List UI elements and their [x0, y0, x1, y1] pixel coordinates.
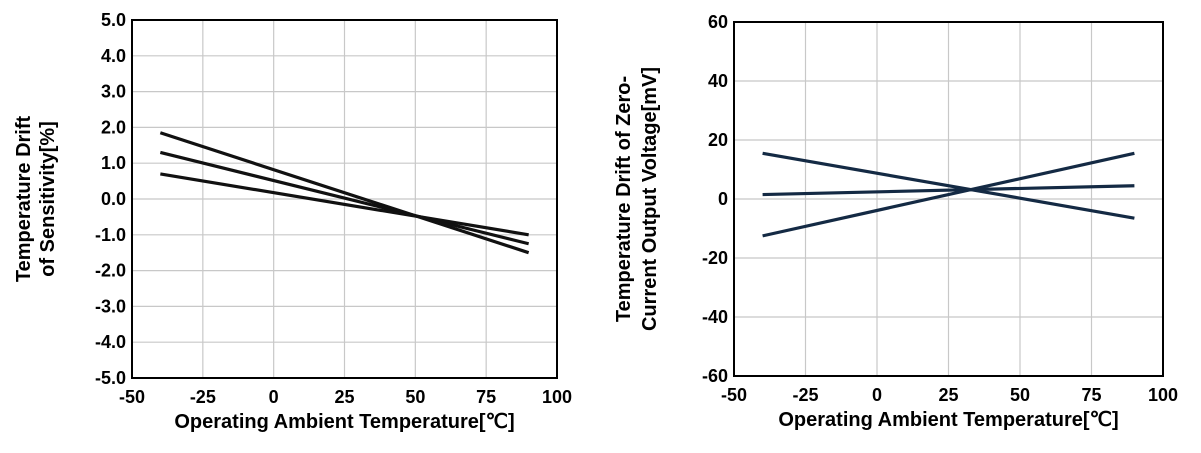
x-tick-label: 75 — [1081, 385, 1101, 405]
plot-frame — [131, 19, 558, 379]
y-axis-label-line-2: of Sensitivity[%] — [37, 121, 59, 277]
y-tick-label: 0.0 — [101, 189, 126, 209]
series-line-1 — [762, 151, 1135, 220]
series-line-1 — [159, 131, 530, 255]
sensitivity-drift-chart: -50 -25 0 25 50 75 100 5.0 4.0 3.0 2.0 1.0 0.0 -1.0 -2… — [13, 10, 572, 433]
x-tick-label: -50 — [119, 387, 145, 407]
y-axis-label-line-1: Temperature Drift of Zero- — [613, 76, 635, 322]
x-axis-label: Operating Ambient Temperature[℃] — [174, 411, 514, 433]
series-line-3 — [160, 172, 529, 237]
x-tick-label: 75 — [476, 387, 496, 407]
series-line-3 — [762, 151, 1135, 238]
y-tick-label: 5.0 — [101, 10, 126, 30]
x-tick-label: -25 — [190, 387, 216, 407]
x-tick-label: 0 — [269, 387, 279, 407]
y-tick-label: 1.0 — [101, 153, 126, 173]
y-tick-label: 4.0 — [101, 46, 126, 66]
x-tick-label: 50 — [1010, 385, 1030, 405]
y-tick-label: 40 — [708, 71, 728, 91]
x-tick-label: 100 — [1148, 385, 1178, 405]
gridlines — [733, 21, 1164, 377]
series-line-2 — [159, 150, 530, 246]
y-tick-label: 2.0 — [101, 117, 126, 137]
y-axis-label-line-2: Current Output Voltage[mV] — [639, 67, 661, 331]
zero-current-drift-chart: -50 -25 0 25 50 75 100 60 40 20 0 -20 -40 -60 Operatin… — [613, 12, 1178, 431]
y-tick-label: 3.0 — [101, 82, 126, 102]
x-tick-label: 25 — [938, 385, 958, 405]
x-tick-label: -25 — [792, 385, 818, 405]
x-tick-label: 25 — [334, 387, 354, 407]
y-tick-label: -60 — [702, 366, 728, 386]
y-axis-label-line-1: Temperature Drift — [13, 115, 35, 282]
x-tick-label: 0 — [872, 385, 882, 405]
y-tick-label: -40 — [702, 307, 728, 327]
y-tick-label: -3.0 — [95, 296, 126, 316]
y-tick-label: 0 — [718, 189, 728, 209]
y-tick-label: -4.0 — [95, 332, 126, 352]
x-tick-label: 50 — [405, 387, 425, 407]
y-tick-label: -2.0 — [95, 261, 126, 281]
y-tick-label: -5.0 — [95, 368, 126, 388]
plot-frame — [733, 21, 1164, 377]
x-tick-label: 100 — [542, 387, 572, 407]
y-tick-label: 20 — [708, 130, 728, 150]
x-tick-label: -50 — [721, 385, 747, 405]
y-tick-label: -20 — [702, 248, 728, 268]
y-tick-label: -1.0 — [95, 225, 126, 245]
x-axis-label: Operating Ambient Temperature[℃] — [778, 409, 1118, 431]
series-line-2 — [762, 184, 1135, 197]
y-tick-label: 60 — [708, 12, 728, 32]
